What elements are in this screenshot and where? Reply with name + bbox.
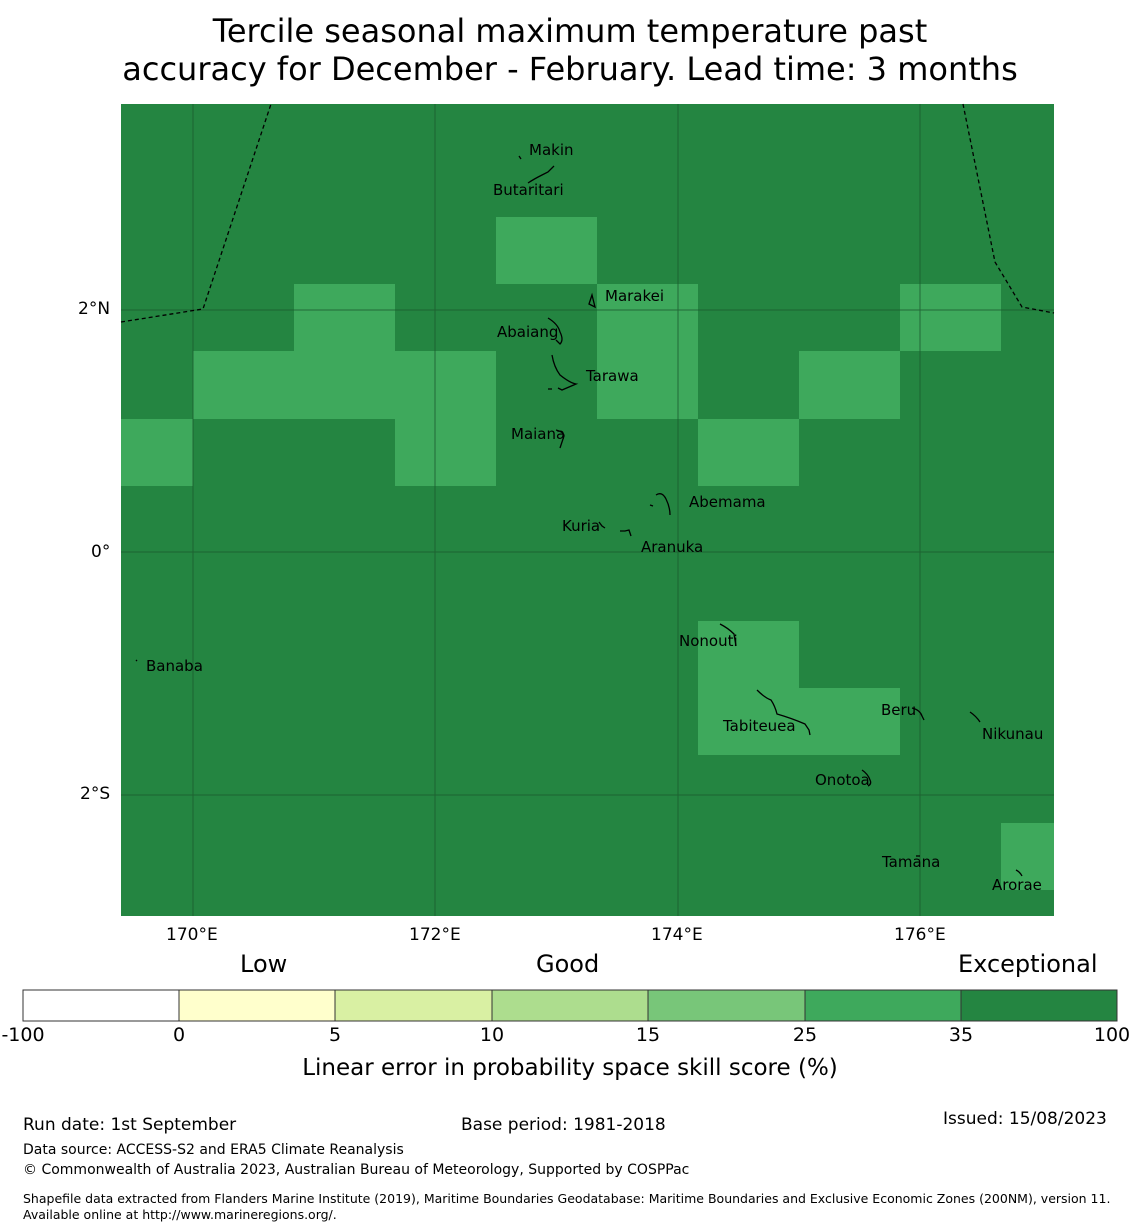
colorbar-category-good: Good: [536, 950, 600, 978]
island-label: Abemama: [689, 493, 766, 511]
lon-tick: 176°E: [894, 925, 946, 945]
skill-cell: [496, 217, 597, 284]
gridlines: [121, 104, 1054, 916]
colorbar-tick: -100: [1, 1024, 45, 1046]
island-label: Makin: [529, 141, 574, 159]
colorbar-tick: 10: [479, 1024, 505, 1046]
colorbar-segment: [334, 989, 493, 1022]
copyright: © Commonwealth of Australia 2023, Austra…: [23, 1162, 690, 1178]
eez-boundary-west: [120, 103, 272, 323]
island-label: Beru: [881, 701, 916, 719]
eez-boundaries: [120, 103, 1055, 323]
island-label: Tabiteuea: [722, 717, 796, 735]
map-panel: Makin Butaritari Marakei Abaiang Tarawa …: [120, 103, 1055, 916]
colorbar-category-low: Low: [240, 950, 288, 978]
colorbar-segment: [960, 989, 1118, 1022]
title-line-1: Tercile seasonal maximum temperature pas…: [212, 12, 928, 50]
skill-cell: [294, 284, 395, 351]
skill-cell: [193, 351, 496, 419]
island-shape: [969, 711, 981, 723]
island-label: Butaritari: [493, 181, 564, 199]
island-label: Nonouti: [679, 632, 738, 650]
island-shape: [588, 292, 596, 309]
island-label: Marakei: [605, 287, 664, 305]
island-label: Tarawa: [585, 367, 639, 385]
island-shape: [598, 521, 606, 529]
skill-cell: [698, 419, 799, 486]
skill-cell: [799, 351, 900, 419]
colorbar-label: Linear error in probability space skill …: [302, 1055, 838, 1081]
island-label: Nikunau: [982, 725, 1043, 743]
data-source: Data source: ACCESS-S2 and ERA5 Climate …: [23, 1142, 404, 1158]
island-shape: [861, 769, 872, 787]
colorbar-segment: [178, 989, 336, 1022]
title-line-2: accuracy for December - February. Lead t…: [122, 50, 1018, 88]
lat-tick: 0°: [91, 542, 111, 562]
island-label: Onotoa: [815, 771, 870, 789]
lon-tick: 174°E: [651, 925, 703, 945]
island-shape: [911, 707, 925, 721]
colorbar-tick: 25: [792, 1024, 818, 1046]
island-shape: [756, 689, 811, 736]
island-shape: [547, 317, 563, 345]
island-label: Abaiang: [497, 323, 558, 341]
colorbar-segment: [647, 989, 806, 1022]
skill-cell: [698, 621, 799, 755]
island-shape: [620, 529, 632, 537]
island-outlines: [135, 155, 1023, 877]
issued-date: Issued: 15/08/2023: [943, 1109, 1107, 1129]
island-labels: Makin Butaritari Marakei Abaiang Tarawa …: [146, 141, 1043, 894]
colorbar-tick: 0: [172, 1024, 186, 1046]
island-shape: [719, 623, 737, 647]
colorbar-segment: [804, 989, 962, 1022]
colorbar-category-exceptional: Exceptional: [958, 950, 1098, 978]
lat-tick: 2°S: [80, 784, 111, 804]
skill-cell: [395, 419, 496, 486]
run-date: Run date: 1st September: [23, 1115, 237, 1135]
colorbar-tick: 15: [635, 1024, 661, 1046]
island-label: Aranuka: [641, 538, 703, 556]
skill-cell: [597, 284, 698, 419]
island-shape: [518, 155, 522, 160]
lon-tick: 170°E: [166, 925, 218, 945]
island-shape: [555, 429, 565, 449]
island-shape: [1015, 869, 1023, 877]
skill-cells: [121, 217, 1054, 890]
skill-cell: [799, 688, 900, 755]
island-label: Kuria: [562, 517, 600, 535]
lat-tick: 2°N: [78, 299, 111, 319]
skill-cell: [900, 284, 1001, 351]
lon-tick: 172°E: [409, 925, 461, 945]
eez-boundary-east: [962, 103, 1055, 314]
colorbar-segment: [491, 989, 649, 1022]
island-shape: [548, 354, 579, 391]
colorbar-tick: 100: [1093, 1024, 1131, 1046]
island-shape: [135, 659, 138, 662]
shapefile-credit: Shapefile data extracted from Flanders M…: [23, 1191, 1111, 1222]
island-shape: [649, 493, 671, 516]
island-label: Banaba: [146, 657, 203, 675]
island-label: Arorae: [992, 876, 1042, 894]
colorbar-tick: 5: [328, 1024, 342, 1046]
colorbar-segment: [22, 989, 180, 1022]
colorbar: [22, 989, 1118, 1022]
base-period: Base period: 1981-2018: [461, 1115, 666, 1135]
island-shape: [527, 165, 555, 184]
skill-cell: [1001, 823, 1054, 890]
skill-cell: [121, 419, 193, 486]
island-label: Maiana: [511, 425, 565, 443]
island-label: Tamana: [881, 853, 940, 871]
colorbar-tick: 35: [948, 1024, 974, 1046]
